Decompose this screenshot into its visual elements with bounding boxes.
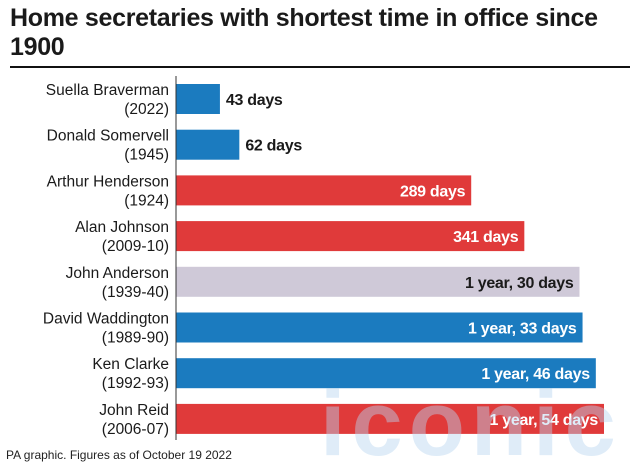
bar-period-label: (1992-93) xyxy=(102,375,169,392)
watermark-logo: iconic xyxy=(320,373,622,475)
bar-period-label: (1989-90) xyxy=(102,330,169,347)
bar-name-label: Ken Clarke xyxy=(92,356,169,373)
bar xyxy=(176,403,604,434)
bar-period-label: (2009-10) xyxy=(102,238,169,255)
bar xyxy=(176,266,580,297)
title-rule xyxy=(10,66,630,68)
bar-name-label: Donald Somervell xyxy=(47,128,169,145)
bar-value-label: 341 days xyxy=(453,229,519,246)
bar-name-label: David Waddington xyxy=(43,311,169,328)
bar-value-label: 62 days xyxy=(245,138,302,155)
bar-name-label: John Anderson xyxy=(66,265,169,282)
bar xyxy=(176,84,220,114)
bar xyxy=(176,358,596,389)
bar xyxy=(176,221,525,252)
bar-name-label: Arthur Henderson xyxy=(47,173,169,190)
bar-period-label: (1924) xyxy=(124,192,169,209)
bar-name-label: Suella Braverman xyxy=(46,82,169,99)
bar-value-label: 1 year, 46 days xyxy=(481,366,590,383)
bar-value-label: 1 year, 54 days xyxy=(490,412,599,429)
bar-period-label: (1939-40) xyxy=(102,284,169,301)
chart-title: Home secretaries with shortest time in o… xyxy=(10,4,598,61)
bar-value-label: 43 days xyxy=(226,92,283,109)
bar xyxy=(176,175,472,206)
bar-name-label: John Reid xyxy=(99,402,169,419)
source-note: PA graphic. Figures as of October 19 202… xyxy=(6,448,232,462)
bar-period-label: (1945) xyxy=(124,147,169,164)
bar-value-label: 1 year, 30 days xyxy=(465,275,574,292)
bar-period-label: (2006-07) xyxy=(102,421,169,438)
bar xyxy=(176,129,240,160)
bar-value-label: 1 year, 33 days xyxy=(468,321,577,338)
bar-value-label: 289 days xyxy=(400,183,466,200)
bar xyxy=(176,312,583,343)
bar-name-label: Alan Johnson xyxy=(75,219,169,236)
bar-period-label: (2022) xyxy=(124,101,169,118)
